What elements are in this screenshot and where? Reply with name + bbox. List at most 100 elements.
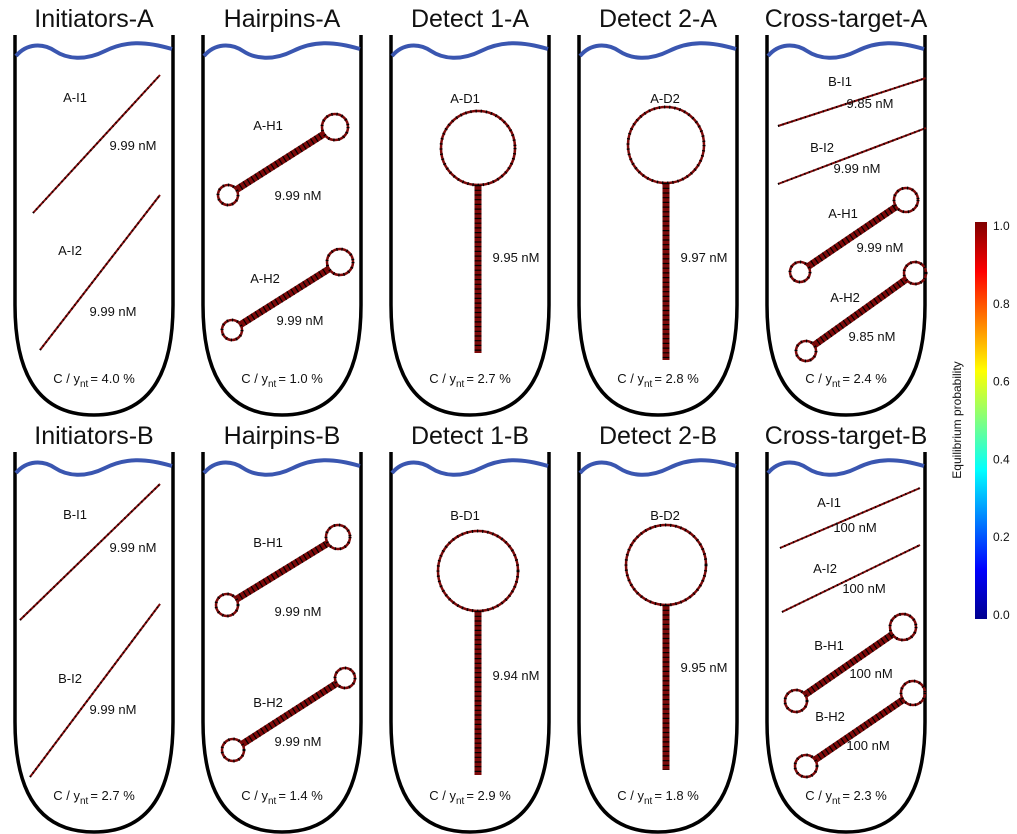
tube-title: Detect 2-B (599, 422, 717, 450)
strand-concentration: 100 nM (833, 520, 876, 535)
tube-outline (767, 35, 925, 415)
strand-concentration: 9.85 nM (847, 96, 894, 111)
tube: Initiators-BB-I19.99 nMB-I29.99 nMC / yn… (15, 422, 173, 832)
tube-outline (15, 35, 173, 415)
defect-value: = 2.4 % (842, 371, 887, 386)
strand-concentration: 9.95 nM (493, 250, 540, 265)
strand-name: B-I2 (810, 140, 834, 155)
meniscus (392, 460, 548, 475)
tube: Cross-target-AB-I19.85 nMB-I29.99 nMA-H1… (765, 5, 928, 415)
defect: C / ynt= 2.3 % (805, 788, 887, 807)
meniscus (580, 43, 736, 58)
tube: Initiators-AA-I19.99 nMA-I29.99 nMC / yn… (15, 5, 173, 415)
defect-symbol: C / y (805, 371, 832, 386)
loop (322, 114, 348, 140)
strand (236, 543, 327, 599)
defect-symbol: C / y (429, 371, 456, 386)
strand-name: A-H1 (828, 206, 858, 221)
loop (222, 320, 242, 340)
tube: Hairpins-BB-H19.99 nMB-H29.99 nMC / ynt=… (203, 422, 361, 832)
tube: Detect 1-A A-D1 9.95 nM C / ynt= 2.7 % (391, 5, 549, 415)
strand-concentration: 9.99 nM (857, 240, 904, 255)
tube-title: Hairpins-B (224, 422, 341, 450)
loop (216, 594, 238, 616)
defect-subscript: nt (268, 796, 277, 807)
tube-outline (203, 35, 361, 415)
strand-concentration: 9.94 nM (493, 668, 540, 683)
strand-name: A-I2 (58, 243, 82, 258)
defect-subscript: nt (644, 379, 653, 390)
loop (796, 341, 816, 361)
defect: C / ynt= 2.7 % (53, 788, 135, 807)
strand-name: B-I2 (58, 671, 82, 686)
strand-name: A-D2 (650, 91, 680, 106)
tube: Detect 2-BB-D29.95 nMC / ynt= 1.8 % (579, 422, 737, 832)
meniscus (16, 43, 172, 58)
tube: Detect 1-BB-D19.94 nMC / ynt= 2.9 % (391, 422, 549, 832)
tube-outline (767, 452, 925, 832)
defect-value: = 1.8 % (654, 788, 699, 803)
strand-concentration: 9.99 nM (275, 188, 322, 203)
loop (327, 249, 353, 275)
defect-value: = 2.8 % (654, 371, 699, 386)
figure: Equilibrium probability Initiators-A A-I1… (0, 0, 1017, 834)
loop (335, 668, 355, 688)
strand-concentration: 9.99 nM (275, 734, 322, 749)
defect-symbol: C / y (617, 788, 644, 803)
defect-subscript: nt (456, 379, 465, 390)
meniscus (768, 43, 924, 58)
strand-name: B-H1 (253, 535, 283, 550)
tube-title: Detect 1-A (411, 5, 529, 33)
strand-concentration: 9.99 nM (90, 304, 137, 319)
strand-concentration: 100 nM (842, 581, 885, 596)
strand-name: A-I1 (817, 495, 841, 510)
meniscus (392, 43, 548, 58)
strand-name: A-H2 (830, 290, 860, 305)
strand (782, 545, 920, 612)
defect: C / ynt= 1.0 % (241, 371, 323, 390)
strand-concentration: 9.99 nM (277, 313, 324, 328)
meniscus (580, 460, 736, 475)
defect-subscript: nt (268, 379, 277, 390)
defect-subscript: nt (80, 379, 89, 390)
colorbar-tick-label: 0.4 (993, 452, 1010, 466)
strand-name: B-H1 (814, 638, 844, 653)
defect-subscript: nt (644, 796, 653, 807)
strand-name: A-D1 (450, 91, 480, 106)
strand-name: A-H1 (253, 118, 283, 133)
strand-name: A-H2 (250, 271, 280, 286)
colorbar-tick-label: 0.6 (993, 375, 1010, 389)
strand-name: B-I1 (828, 74, 852, 89)
tube-outline (15, 452, 173, 832)
defect: C / ynt= 2.4 % (805, 371, 887, 390)
strand-concentration: 9.99 nM (275, 604, 322, 619)
defect-subscript: nt (456, 796, 465, 807)
loop (904, 262, 926, 284)
loop (790, 262, 810, 282)
defect: C / ynt= 1.4 % (241, 788, 323, 807)
defect-value: = 1.4 % (278, 788, 323, 803)
tube-outline (203, 452, 361, 832)
defect-symbol: C / y (805, 788, 832, 803)
strand-name: B-H2 (815, 709, 845, 724)
tube-title: Detect 2-A (599, 5, 717, 33)
tube: Hairpins-AA-H19.99 nMA-H29.99 nMC / ynt=… (203, 5, 361, 415)
loop (218, 185, 238, 205)
strand-concentration: 9.99 nM (90, 702, 137, 717)
meniscus (204, 43, 360, 58)
tube-title: Initiators-A (34, 5, 154, 33)
defect: C / ynt= 2.7 % (429, 371, 511, 390)
loop (785, 690, 807, 712)
loop (795, 755, 817, 777)
defect-value: = 2.9 % (466, 788, 511, 803)
strand-concentration: 9.97 nM (681, 250, 728, 265)
strand-concentration: 9.99 nM (110, 540, 157, 555)
colorbar-tick-label: 0.0 (993, 608, 1010, 622)
defect-subscript: nt (832, 796, 841, 807)
tube: Cross-target-BA-I1100 nMA-I2100 nMB-H110… (765, 422, 928, 832)
colorbar-label: Equilibrium probability (950, 361, 964, 478)
strand-concentration: 100 nM (849, 666, 892, 681)
strand-name: B-I1 (63, 507, 87, 522)
defect-symbol: C / y (617, 371, 644, 386)
colorbar (975, 222, 987, 619)
